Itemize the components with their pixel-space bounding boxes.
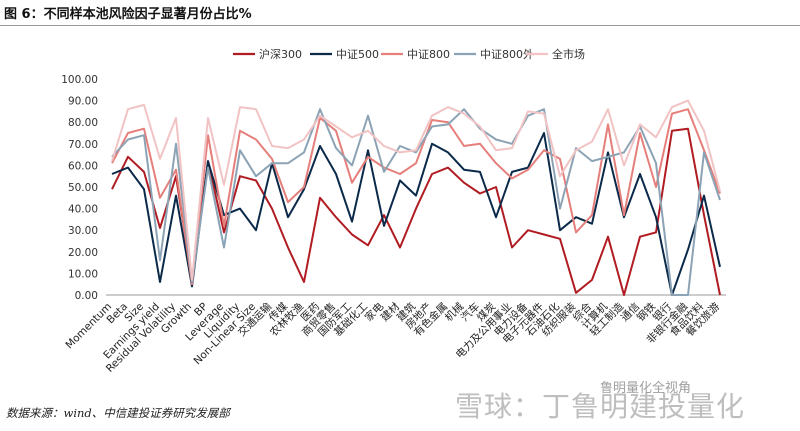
series-line-all — [111, 99, 721, 281]
source-note: 数据来源：wind、中信建投证券研究发展部 — [6, 406, 230, 420]
series-line-zz500 — [111, 132, 721, 296]
legend-label-zz500: 中证500 — [336, 48, 379, 61]
legend-label-zz800: 中证800 — [407, 48, 450, 61]
y-tick-label: 70.00 — [68, 139, 98, 151]
legend-label-zz800ex: 中证800外 — [480, 48, 534, 61]
watermark: 雪球：丁鲁明建投量化 — [455, 390, 746, 423]
y-tick-label: 50.00 — [68, 182, 98, 194]
figure-title: 图 6：不同样本池风险因子显著月份占比% — [4, 7, 252, 22]
series-line-zz800ex — [111, 108, 721, 296]
y-tick-label: 100.00 — [61, 74, 98, 86]
y-tick-label: 40.00 — [68, 204, 98, 216]
legend-label-all: 全市场 — [552, 47, 585, 61]
title-divider — [0, 25, 800, 26]
y-tick-label: 60.00 — [68, 160, 98, 172]
series-line-zz800 — [111, 108, 721, 286]
x-tick-label: Momentum — [63, 301, 114, 352]
legend-label-hs300: 沪深300 — [259, 47, 302, 61]
y-tick-label: 20.00 — [68, 247, 98, 259]
y-tick-label: 0.00 — [75, 290, 98, 302]
y-tick-label: 30.00 — [68, 225, 98, 237]
y-tick-label: 80.00 — [68, 117, 98, 129]
series-line-hs300 — [111, 127, 721, 296]
y-tick-label: 90.00 — [68, 96, 98, 108]
watermark-subtext: 鲁明量化全视角 — [600, 381, 692, 396]
y-tick-label: 10.00 — [68, 268, 98, 280]
